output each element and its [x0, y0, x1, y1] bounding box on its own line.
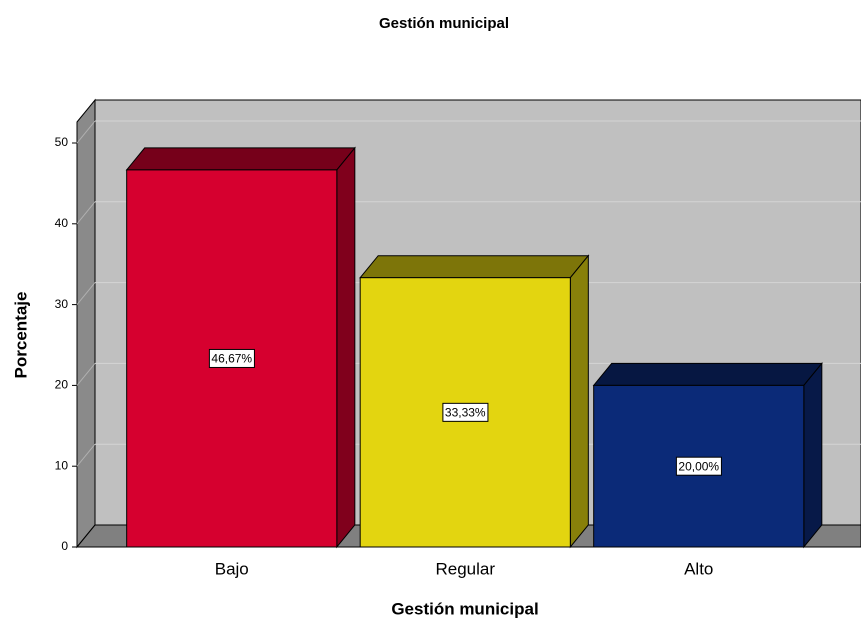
y-axis-label: Porcentaje [11, 292, 30, 379]
left-wall [76, 98, 96, 549]
bar-top [592, 362, 823, 386]
value-label: 20,00% [678, 459, 719, 473]
bars: 46,67% 33,33% 20,00% [125, 146, 823, 549]
x-tick-label: Bajo [215, 559, 249, 578]
y-tick-label: 30 [55, 297, 69, 311]
bar-group: 20,00% [592, 362, 823, 549]
bar-top [125, 147, 356, 171]
chart-title: Gestión municipal [379, 15, 509, 32]
value-label-box [208, 348, 255, 368]
x-tick-label: Alto [684, 559, 713, 578]
grid-line [76, 120, 96, 144]
y-tick-label: 0 [61, 539, 68, 553]
bar-side [336, 146, 356, 549]
grid-line [76, 363, 96, 386]
bar-group: 33,33% [359, 254, 590, 549]
bar-group: 46,67% [125, 146, 356, 549]
x-axis-label: Gestión municipal [391, 599, 538, 618]
y-tick-label: 40 [55, 216, 69, 230]
x-tick-label: Regular [435, 559, 495, 578]
value-label-box [675, 456, 722, 476]
grid-line [76, 282, 96, 305]
value-label: 46,67% [211, 352, 252, 366]
bar-side [803, 362, 823, 549]
grid-line [76, 443, 96, 467]
bar-side [569, 254, 589, 549]
value-label-box [442, 402, 489, 422]
y-tick-label: 20 [55, 378, 69, 392]
value-label: 33,33% [445, 406, 486, 420]
grid-line [76, 201, 96, 225]
y-tick-label: 10 [55, 458, 69, 472]
y-tick-label: 50 [55, 135, 69, 149]
bar-top [359, 255, 590, 279]
